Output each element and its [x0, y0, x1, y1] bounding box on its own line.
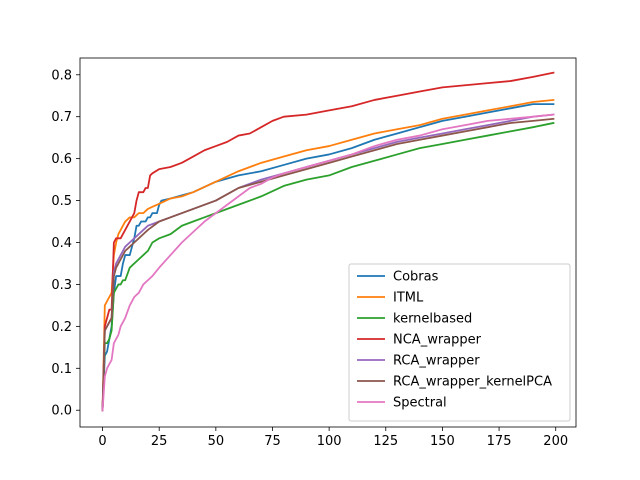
y-axis: 0.0 0.1 0.2 0.3 0.4 0.5 0.6 0.7 0.8	[51, 68, 80, 419]
legend-label: ITML	[393, 291, 424, 306]
x-tick-label: 200	[543, 434, 568, 449]
legend-label: RCA_wrapper	[393, 354, 480, 369]
legend-label: NCA_wrapper	[393, 333, 482, 348]
x-tick-label: 175	[487, 434, 512, 449]
legend: Cobras ITML kernelbased NCA_wrapper RCA_wrap…	[348, 263, 571, 422]
series-line-itml	[101, 98, 555, 412]
y-tick-label: 0.8	[51, 68, 72, 83]
series-layer	[101, 71, 555, 412]
series-line-spectral	[101, 113, 555, 412]
y-tick-label: 0.1	[51, 362, 72, 377]
x-tick-label: 0	[98, 434, 106, 449]
y-tick-label: 0.0	[51, 404, 72, 419]
series-line-cobras	[101, 103, 555, 412]
series-line-kernelbased	[101, 121, 555, 412]
legend-box	[348, 263, 571, 422]
x-tick-label: 100	[317, 434, 342, 449]
x-tick-label: 25	[151, 434, 168, 449]
x-axis: 0 25 50 75 100 125 150 175 200	[98, 427, 568, 449]
y-tick-label: 0.3	[51, 278, 72, 293]
x-tick-label: 50	[208, 434, 225, 449]
y-tick-label: 0.6	[51, 152, 72, 167]
legend-label: RCA_wrapper_kernelPCA	[393, 375, 552, 390]
x-tick-label: 75	[264, 434, 281, 449]
y-tick-label: 0.2	[51, 320, 72, 335]
series-line-rca-wrapper-kernelpca	[101, 117, 555, 412]
x-tick-label: 125	[373, 434, 398, 449]
x-tick-label: 150	[430, 434, 455, 449]
y-tick-label: 0.5	[51, 194, 72, 209]
legend-label: Cobras	[393, 270, 439, 285]
y-tick-label: 0.7	[51, 110, 72, 125]
legend-label: kernelbased	[393, 312, 472, 327]
series-line-nca-wrapper	[101, 71, 555, 412]
legend-label: Spectral	[393, 396, 447, 411]
y-tick-label: 0.4	[51, 236, 72, 251]
